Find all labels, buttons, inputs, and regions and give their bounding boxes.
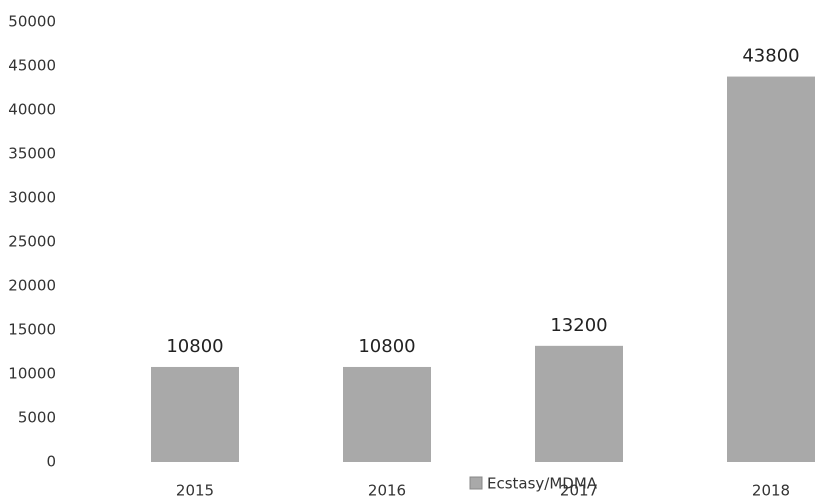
y-tick-label: 5000: [18, 409, 56, 427]
data-label: 43800: [742, 46, 799, 67]
bar: [151, 366, 239, 462]
data-label: 13200: [550, 315, 607, 336]
y-tick-label: 35000: [8, 145, 56, 163]
legend-label: Ecstasy/MDMA: [487, 475, 598, 493]
y-tick-label: 20000: [8, 277, 56, 295]
x-tick-label: 2018: [752, 482, 790, 500]
x-tick-label: 2016: [368, 482, 406, 500]
y-tick-label: 30000: [8, 189, 56, 207]
data-label: 10800: [358, 336, 415, 357]
bar: [535, 345, 623, 462]
y-tick-label: 0: [46, 453, 56, 471]
y-tick-label: 25000: [8, 233, 56, 251]
bar: [343, 366, 431, 462]
x-tick-label: 2015: [176, 482, 214, 500]
y-tick-label: 50000: [8, 13, 56, 31]
y-tick-label: 10000: [8, 365, 56, 383]
y-tick-label: 40000: [8, 101, 56, 119]
legend-swatch: [469, 476, 483, 490]
y-tick-label: 15000: [8, 321, 56, 339]
bar: [727, 76, 815, 462]
x-tick-label: 2017: [560, 482, 598, 500]
y-tick-label: 45000: [8, 57, 56, 75]
data-label: 10800: [166, 336, 223, 357]
